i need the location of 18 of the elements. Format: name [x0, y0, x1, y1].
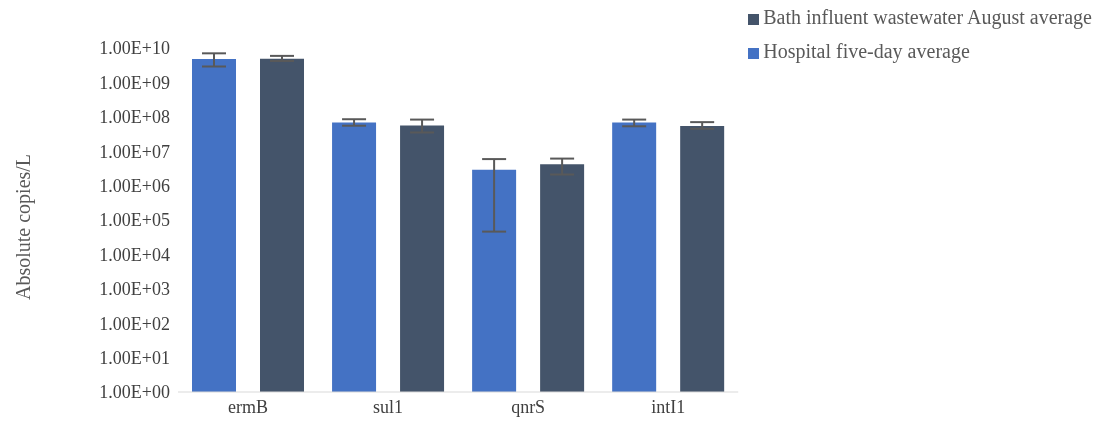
y-tick-label: 1.00E+05: [99, 210, 170, 231]
y-tick-label: 1.00E+10: [99, 38, 170, 59]
x-tick-label: intI1: [651, 396, 686, 417]
legend-label: Bath influent wastewater August average: [763, 6, 1092, 28]
x-tick-label: qnrS: [511, 396, 546, 417]
x-tick-label: sul1: [373, 396, 404, 417]
y-axis-title: Absolute copies/L: [12, 153, 36, 300]
y-tick-label: 1.00E+07: [99, 141, 170, 162]
y-tick-label: 1.00E+02: [99, 313, 170, 334]
y-tick-label: 1.00E+09: [99, 72, 170, 93]
y-tick-label: 1.00E+04: [99, 244, 170, 265]
y-tick-label: 1.00E+08: [99, 107, 170, 128]
y-tick-label: 1.00E+03: [99, 279, 170, 300]
legend-label: Hospital five-day average: [763, 40, 970, 62]
x-tick-label: ermB: [228, 396, 269, 417]
y-tick-label: 1.00E+06: [99, 175, 170, 196]
y-tick-label: 1.00E+00: [99, 382, 170, 403]
y-tick-label: 1.00E+01: [99, 347, 170, 368]
